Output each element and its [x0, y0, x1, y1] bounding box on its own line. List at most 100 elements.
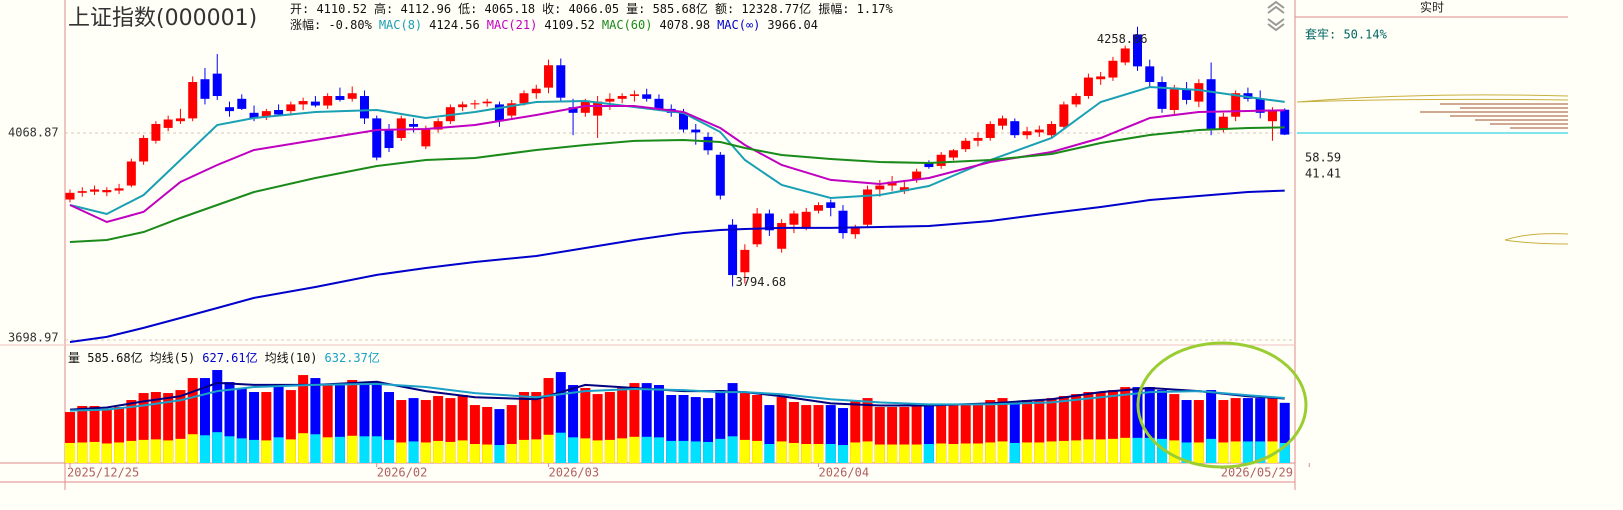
volume-bar	[899, 407, 910, 463]
volume-bar	[359, 382, 370, 463]
volume-bar	[322, 385, 333, 463]
volume-inner-bar	[77, 442, 88, 463]
candle-body	[139, 137, 149, 162]
volume-bar	[518, 392, 529, 463]
candle-body	[175, 118, 185, 122]
volume-bar	[199, 378, 210, 463]
volume-inner-bar	[1242, 441, 1253, 463]
volume-bar	[739, 393, 750, 463]
candle-body	[249, 112, 259, 119]
volume-bar	[420, 400, 431, 463]
volume-bar	[298, 375, 309, 463]
volume-bar	[629, 383, 640, 463]
candle-body	[1267, 110, 1277, 122]
volume-bar	[972, 403, 983, 463]
volume-inner-bar	[727, 436, 738, 463]
volume-bar	[1120, 387, 1131, 463]
volume-bar	[126, 400, 137, 463]
scroll-icon[interactable]	[1267, 0, 1285, 32]
volume-inner-bar	[1255, 441, 1266, 463]
info-item: 量 585.68亿	[68, 351, 143, 365]
candle-body	[225, 107, 235, 112]
volume-bar	[592, 394, 603, 463]
volume-inner-bar	[359, 436, 370, 463]
volume-inner-bar	[1132, 437, 1143, 463]
candle-body	[1022, 131, 1032, 136]
volume-bar	[482, 407, 493, 463]
side-value: 58.59	[1305, 151, 1341, 165]
volume-inner-bar	[1046, 441, 1057, 463]
volume-bar	[457, 394, 468, 463]
volume-bar	[1181, 400, 1192, 463]
candle-body	[359, 96, 369, 119]
candle-body	[1182, 88, 1192, 100]
volume-bar	[469, 405, 480, 463]
info-item: MAC(21)	[486, 18, 538, 32]
volume-bar	[678, 394, 689, 463]
volume-bar	[334, 383, 345, 463]
volume-inner-bar	[1144, 437, 1155, 463]
candle-body	[519, 93, 529, 104]
side-title: 实时	[1420, 0, 1444, 15]
volume-bar	[1083, 392, 1094, 463]
volume-inner-bar	[813, 443, 824, 463]
candle-body	[728, 224, 738, 276]
volume-bar	[261, 392, 272, 463]
volume-bar	[555, 372, 566, 463]
volume-inner-bar	[518, 439, 529, 463]
volume-bar	[1046, 398, 1057, 463]
info-item: 4109.52	[544, 18, 595, 32]
volume-bar	[310, 378, 321, 463]
volume-bar	[1169, 394, 1180, 463]
candle-body	[470, 103, 480, 105]
x-tick-label: 2026/02	[377, 466, 428, 480]
volume-inner-bar	[838, 445, 849, 463]
volume-bar	[690, 397, 701, 463]
volume-inner-bar	[555, 432, 566, 463]
candle-body	[789, 213, 799, 225]
candle-body	[973, 137, 983, 141]
volume-inner-bar	[347, 435, 358, 463]
candle-body	[703, 136, 713, 151]
volume-bar	[838, 408, 849, 463]
candle-body	[396, 118, 406, 138]
volume-bar	[1157, 390, 1168, 463]
candle-body	[998, 118, 1008, 126]
volume-bar	[531, 392, 542, 463]
volume-inner-bar	[1034, 442, 1045, 463]
info-item: MAC(∞)	[717, 18, 761, 32]
volume-inner-bar	[285, 439, 296, 463]
volume-inner-bar	[788, 442, 799, 463]
volume-bar	[384, 392, 395, 463]
volume-bar	[543, 378, 554, 463]
volume-inner-bar	[212, 432, 223, 463]
volume-bar	[150, 392, 161, 463]
volume-inner-bar	[703, 441, 714, 463]
volume-inner-bar	[126, 440, 137, 463]
candle-body	[985, 123, 995, 138]
volume-inner-bar	[433, 440, 444, 463]
candle-body	[531, 88, 541, 94]
info-item: 开: 4110.52	[290, 2, 368, 16]
volume-inner-bar	[1218, 442, 1229, 463]
volume-bar	[285, 390, 296, 463]
candle-body	[715, 154, 725, 196]
volume-inner-bar	[408, 441, 419, 463]
candle-body	[642, 94, 652, 99]
volume-inner-bar	[457, 440, 468, 463]
ma-line	[69, 189, 1285, 343]
volume-bar	[715, 390, 726, 463]
volume-bar	[408, 398, 419, 463]
volume-inner-bar	[678, 440, 689, 463]
volume-inner-bar	[1058, 440, 1069, 463]
candle-body	[1083, 77, 1093, 97]
candle-body	[409, 123, 419, 127]
volume-bar	[997, 398, 1008, 463]
candle-body	[1132, 34, 1142, 67]
volume-bar	[65, 412, 75, 463]
volume-bar	[1206, 390, 1217, 463]
volume-inner-bar	[494, 445, 505, 463]
volume-inner-bar	[199, 435, 210, 463]
info-item: MAC(60)	[601, 18, 653, 32]
candle-body	[1255, 98, 1265, 113]
